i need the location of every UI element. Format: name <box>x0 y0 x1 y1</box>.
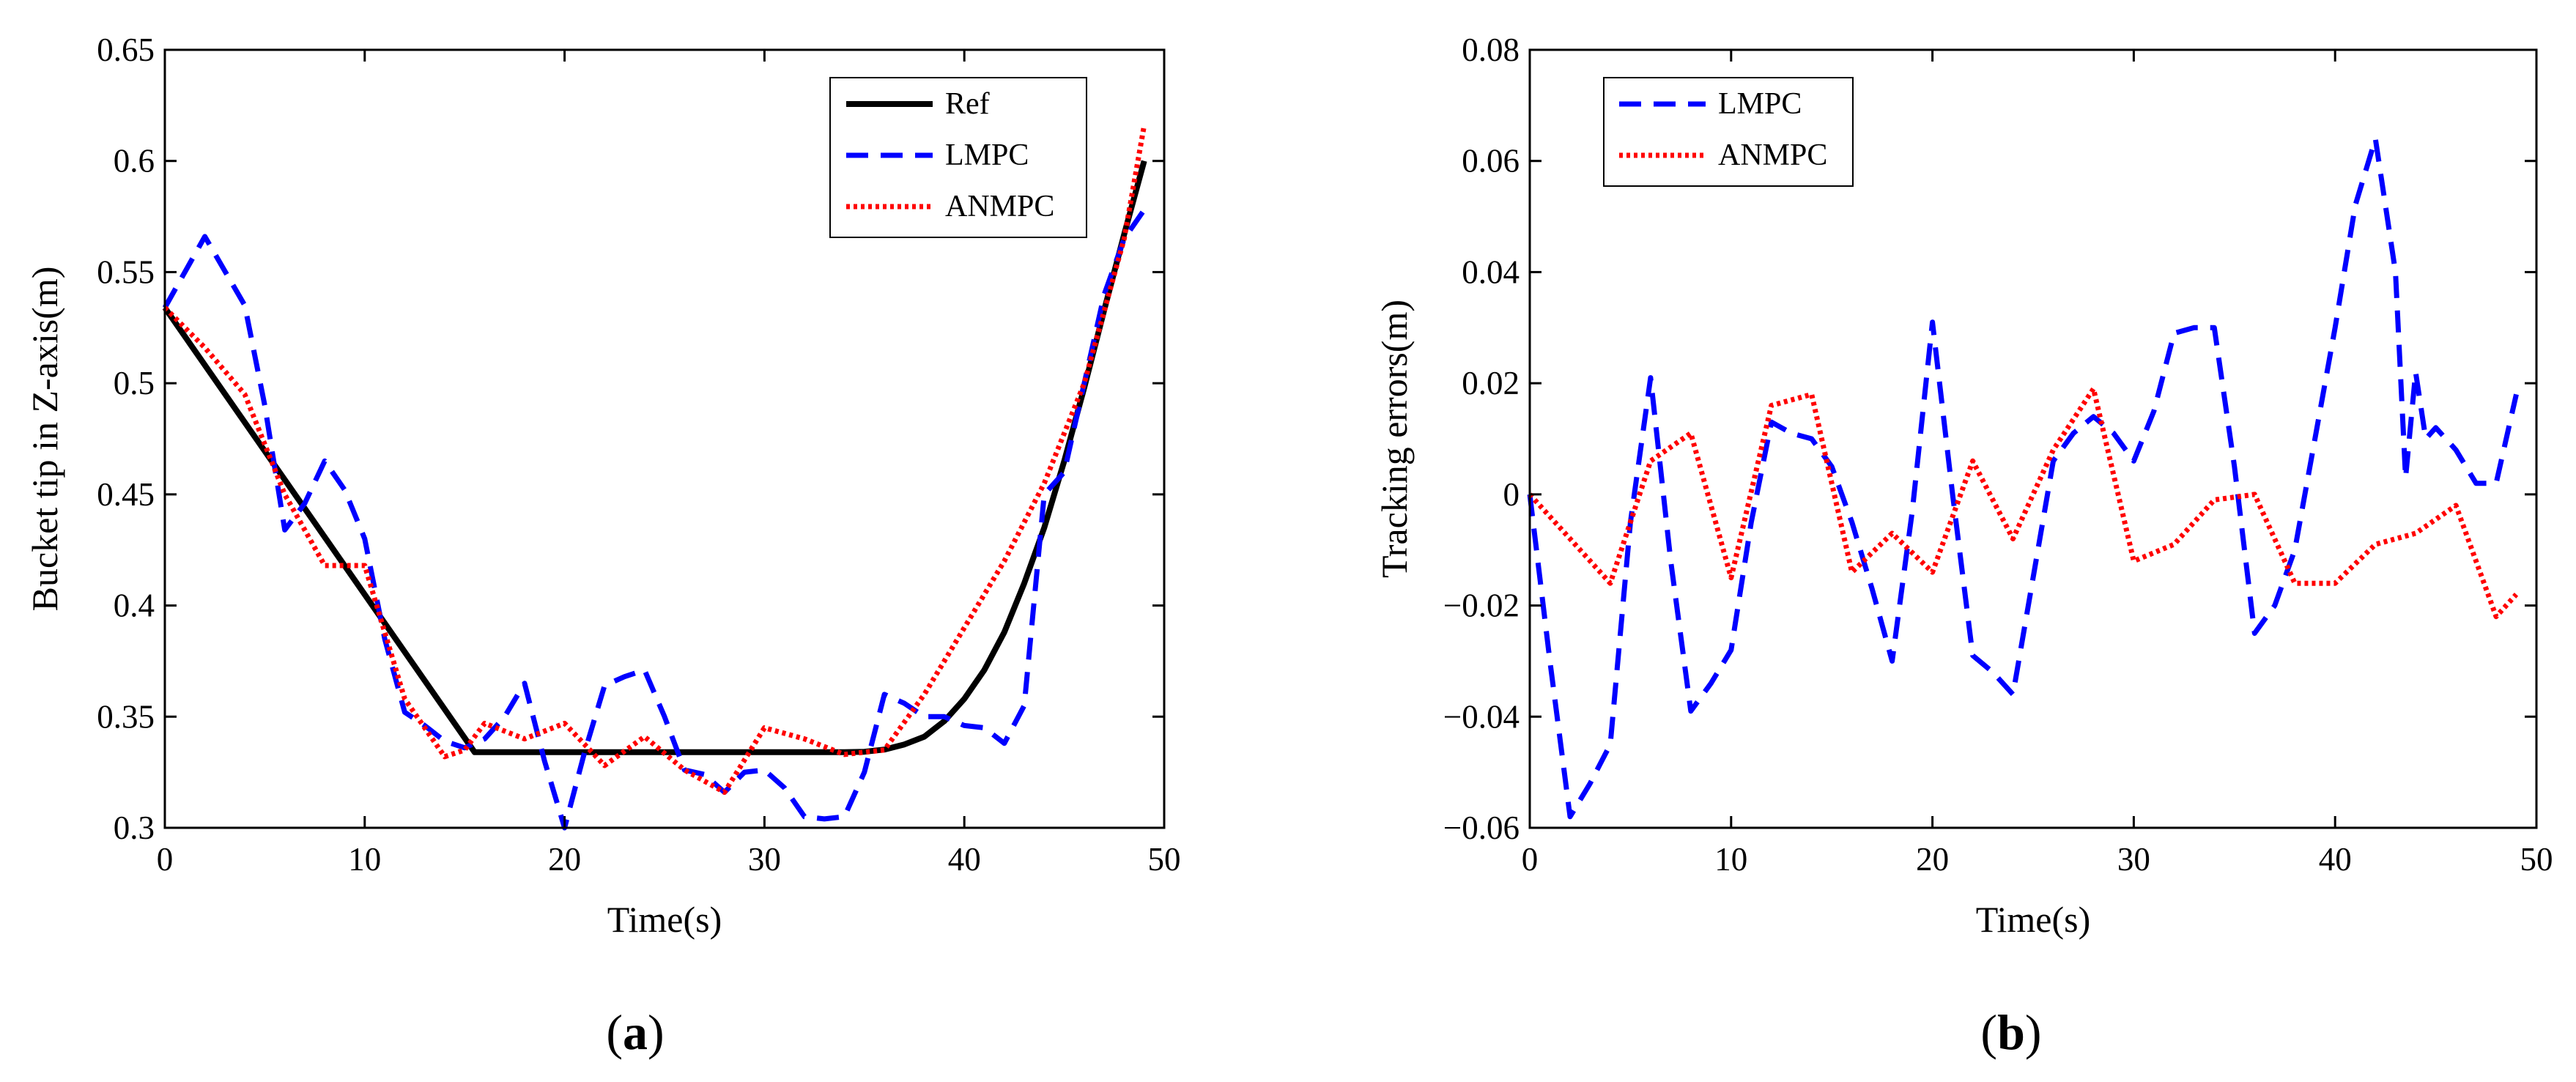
panel-a-legend-label-ref: Ref <box>945 87 990 121</box>
panel-b-caption-letter: b <box>1997 1004 2025 1060</box>
panel-a-ytick-label: 0.6 <box>114 143 155 179</box>
panel-a-ylabel: Bucket tip in Z-axis(m) <box>24 267 65 612</box>
panel-a-xtick-label: 20 <box>548 841 581 878</box>
panel-b-ytick-label: −0.02 <box>1443 588 1520 624</box>
panel-a-xtick-label: 10 <box>348 841 381 878</box>
panel-a-ticks: 0 10 20 30 40 50 0.3 0.35 0.4 0.45 0.5 0.55 0.6 0.65 <box>97 32 1180 878</box>
panel-a-axes-box <box>163 48 1166 829</box>
panel-b-ylabel: Tracking errors(m) <box>1374 300 1415 578</box>
panel-a-xtick-label: 30 <box>748 841 781 878</box>
panel-a-caption: (a) <box>606 1004 664 1060</box>
panel-a-legend: Ref LMPC ANMPC <box>829 77 1087 238</box>
panel-b-xtick-label: 50 <box>2520 841 2553 878</box>
panel-b-ytick-label: 0.04 <box>1462 253 1520 290</box>
panel-b-legend: LMPC ANMPC <box>1603 77 1854 187</box>
panel-b-ytick-label: 0.06 <box>1462 143 1520 179</box>
panel-b-legend-label-anmpc: ANMPC <box>1718 138 1827 172</box>
panel-a-caption-letter: a <box>623 1004 648 1060</box>
panel-a-ytick-label: 0.35 <box>97 698 155 735</box>
panel-b-line-anmpc <box>1528 386 2519 620</box>
panel-b-xtick-label: 20 <box>1916 841 1949 878</box>
panel-b-legend-label-lmpc: LMPC <box>1718 87 1802 121</box>
panel-b-axes-box <box>1528 48 2538 829</box>
panel-b-caption-open: ( <box>1980 1004 1997 1060</box>
panel-b-caption: (b) <box>1980 1004 2041 1060</box>
panel-a: 0 10 20 30 40 500.30.350.40.450.50.550.60.65 … <box>24 32 1181 1060</box>
panel-a-legend-label-lmpc: LMPC <box>945 138 1029 172</box>
panel-b-xtick-label: 30 <box>2117 841 2150 878</box>
panel-a-ytick-label: 0.45 <box>97 476 155 513</box>
panel-a-line-lmpc <box>162 208 1147 831</box>
panel-a-ytick-label: 0.65 <box>97 32 155 68</box>
panel-b-ytick-label: 0.08 <box>1462 32 1520 68</box>
panel-b-xlabel: Time(s) <box>1976 899 2091 940</box>
panel-b-series <box>1527 136 2519 820</box>
panel-b-line-lmpc <box>1527 136 2519 820</box>
panel-b-ytick-label: −0.06 <box>1443 809 1520 846</box>
panel-b-xtick-label: 10 <box>1714 841 1747 878</box>
panel-a-ytick-label: 0.5 <box>114 365 155 401</box>
panel-b: 0 10 20 30 40 50 −0.06 −0.04 −0.02 0 0.02 0.04 0.06 0… <box>1374 32 2553 1060</box>
panel-a-line-ref <box>162 160 1147 755</box>
panel-a-series <box>162 125 1147 831</box>
panel-b-caption-close: ) <box>2025 1004 2042 1060</box>
panel-b-ytick-label: 0.02 <box>1462 365 1520 401</box>
panel-a-caption-open: ( <box>606 1004 623 1060</box>
panel-a-ytick-label: 0.4 <box>114 588 155 624</box>
panel-a-xtick-label: 0 <box>157 841 174 878</box>
panel-b-legend-box <box>1603 77 1854 187</box>
panel-b-ytick-label: −0.04 <box>1443 698 1520 735</box>
panel-a-xtick-label: 50 <box>1148 841 1181 878</box>
panel-a-ytick-label: 0.3 <box>114 809 155 846</box>
panel-a-ytick-label: 0.55 <box>97 253 155 290</box>
panel-b-xtick-label: 0 <box>1522 841 1539 878</box>
panel-b-ytick-label: 0 <box>1503 476 1520 513</box>
panel-b-ticks: 0 10 20 30 40 50 −0.06 −0.04 −0.02 0 0.02 0.04 0.06 0… <box>1443 32 2553 878</box>
panel-a-xtick-label: 40 <box>948 841 981 878</box>
panel-a-legend-label-anmpc: ANMPC <box>945 190 1054 223</box>
panel-a-caption-close: ) <box>648 1004 665 1060</box>
panel-a-xlabel: Time(s) <box>607 899 722 940</box>
panel-b-xtick-label: 40 <box>2319 841 2352 878</box>
